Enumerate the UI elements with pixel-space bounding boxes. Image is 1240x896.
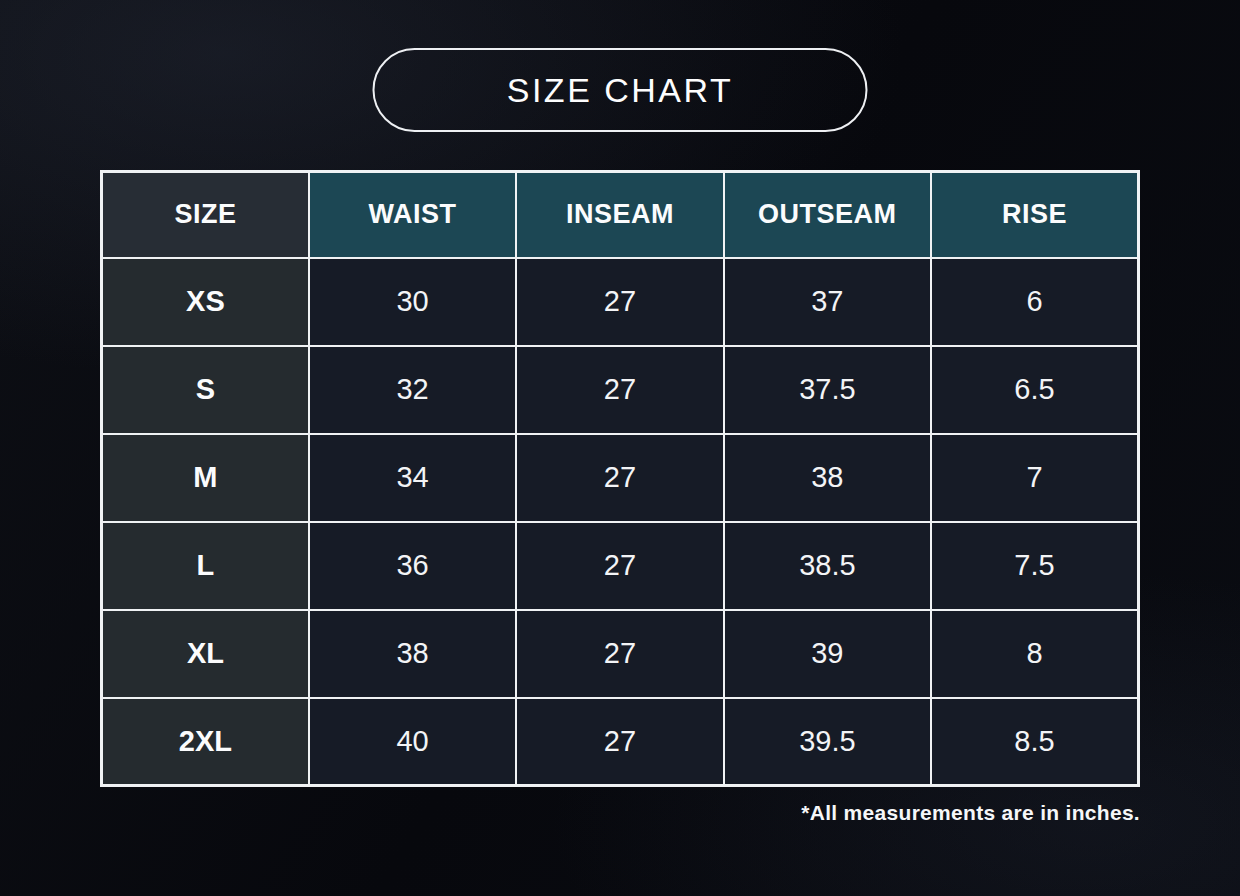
data-cell-rise: 6.5 (931, 346, 1138, 434)
data-cell-rise: 8 (931, 610, 1138, 698)
table-row-xl: XL 38 27 39 8 (102, 610, 1139, 698)
column-header-rise: RISE (931, 172, 1138, 258)
data-cell-rise: 8.5 (931, 698, 1138, 786)
data-cell-waist: 36 (309, 522, 516, 610)
table-row-l: L 36 27 38.5 7.5 (102, 522, 1139, 610)
data-cell-outseam: 37.5 (724, 346, 931, 434)
column-header-waist: WAIST (309, 172, 516, 258)
data-cell-inseam: 27 (516, 434, 723, 522)
data-cell-outseam: 39.5 (724, 698, 931, 786)
data-cell-outseam: 37 (724, 258, 931, 346)
data-cell-waist: 34 (309, 434, 516, 522)
column-header-size: SIZE (102, 172, 309, 258)
column-header-outseam: OUTSEAM (724, 172, 931, 258)
data-cell-outseam: 38.5 (724, 522, 931, 610)
row-label-cell: XS (102, 258, 309, 346)
table-row-m: M 34 27 38 7 (102, 434, 1139, 522)
data-cell-waist: 40 (309, 698, 516, 786)
row-label-cell: S (102, 346, 309, 434)
data-cell-outseam: 38 (724, 434, 931, 522)
row-label-cell: XL (102, 610, 309, 698)
data-cell-rise: 6 (931, 258, 1138, 346)
row-label-cell: 2XL (102, 698, 309, 786)
data-cell-inseam: 27 (516, 258, 723, 346)
table-row-2xl: 2XL 40 27 39.5 8.5 (102, 698, 1139, 786)
measurements-footnote: *All measurements are in inches. (801, 801, 1140, 825)
page-title: SIZE CHART (507, 71, 734, 110)
data-cell-rise: 7 (931, 434, 1138, 522)
data-cell-outseam: 39 (724, 610, 931, 698)
data-cell-rise: 7.5 (931, 522, 1138, 610)
data-cell-inseam: 27 (516, 610, 723, 698)
data-cell-waist: 30 (309, 258, 516, 346)
data-cell-waist: 32 (309, 346, 516, 434)
row-label-cell: L (102, 522, 309, 610)
data-cell-inseam: 27 (516, 698, 723, 786)
row-label-cell: M (102, 434, 309, 522)
size-chart-title-pill: SIZE CHART (373, 48, 868, 132)
table-row-s: S 32 27 37.5 6.5 (102, 346, 1139, 434)
size-table-container: SIZE WAIST INSEAM OUTSEAM RISE XS 30 27 … (100, 170, 1140, 787)
header-row: SIZE WAIST INSEAM OUTSEAM RISE (102, 172, 1139, 258)
column-header-inseam: INSEAM (516, 172, 723, 258)
data-cell-waist: 38 (309, 610, 516, 698)
table-row-xs: XS 30 27 37 6 (102, 258, 1139, 346)
data-cell-inseam: 27 (516, 346, 723, 434)
size-table: SIZE WAIST INSEAM OUTSEAM RISE XS 30 27 … (100, 170, 1140, 787)
data-cell-inseam: 27 (516, 522, 723, 610)
